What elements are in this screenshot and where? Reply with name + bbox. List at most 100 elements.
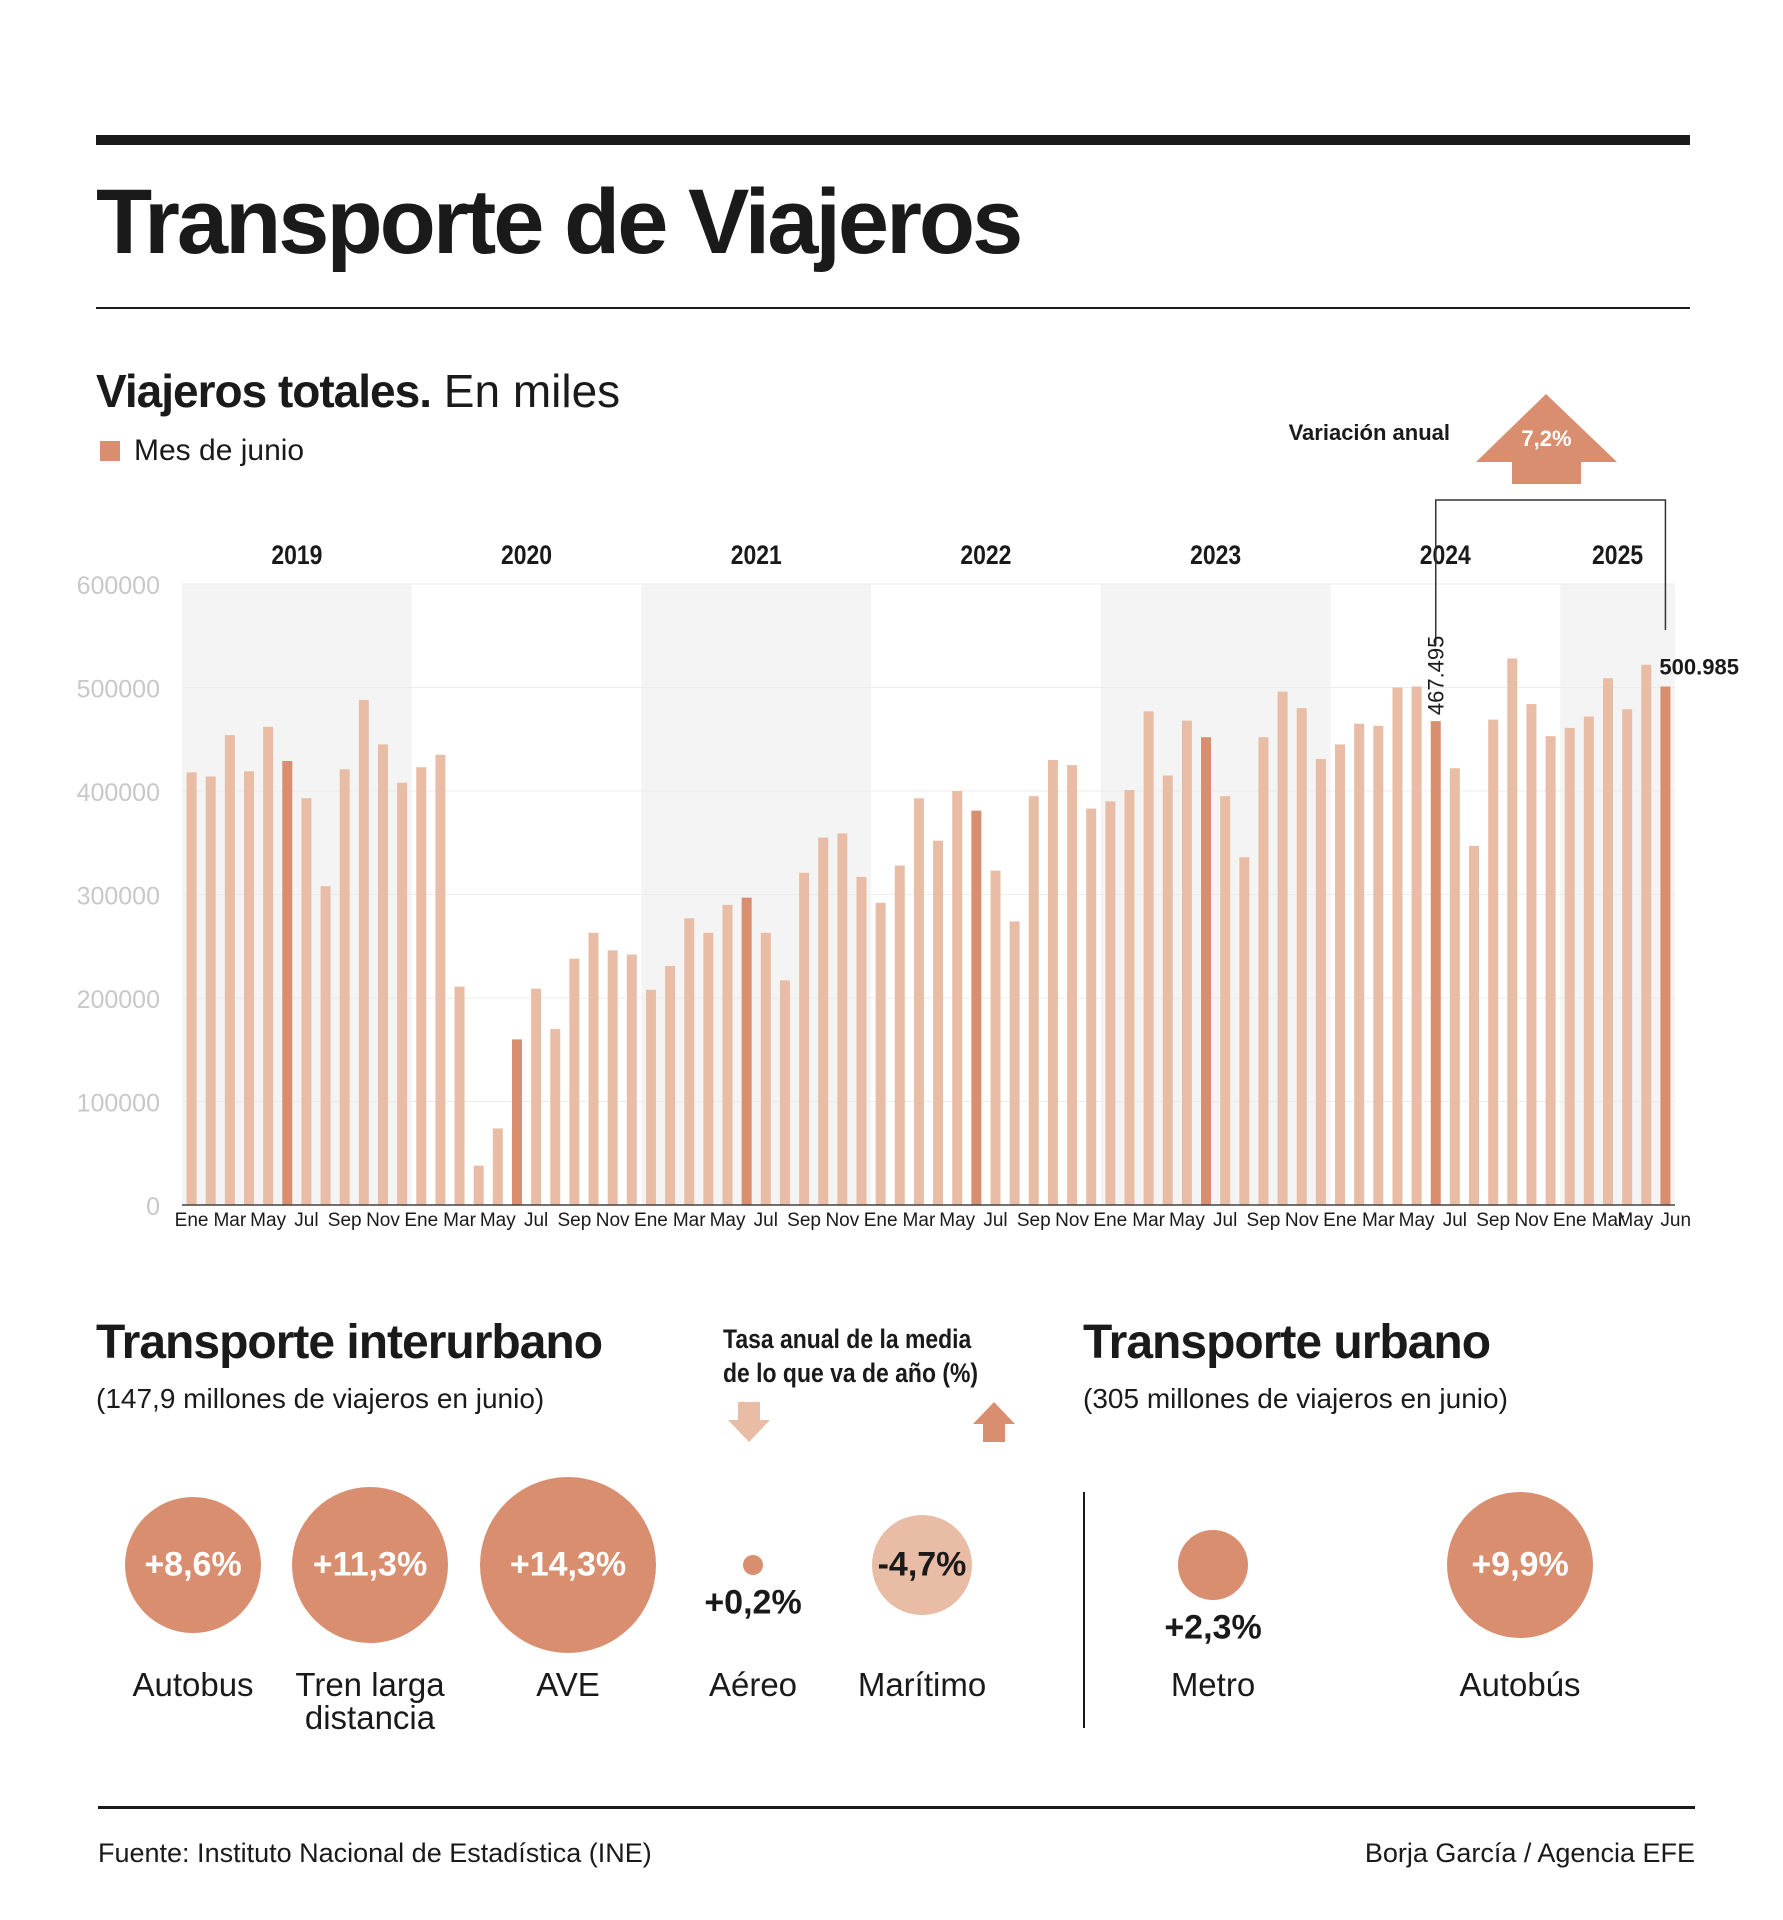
variation-value: 7,2% (1521, 426, 1572, 451)
chart-subtitle-bold: Viajeros totales. (96, 365, 432, 417)
interurbano-title: Transporte interurbano (96, 1316, 603, 1369)
bar-2021-Sep (799, 872, 810, 1205)
bar-2021-Jul (760, 932, 771, 1205)
bar-2023-Mar (1143, 711, 1154, 1205)
section-divider (1083, 1492, 1085, 1728)
bar-2024-Ago (1469, 845, 1480, 1205)
bar-2019-Nov (377, 744, 388, 1205)
x-tick-label: Jul (294, 1210, 318, 1231)
y-tick-label: 400000 (77, 779, 160, 807)
variation-label: Variación anual (1288, 420, 1450, 445)
bar-2019-May (263, 726, 274, 1205)
x-tick-label: Mar (443, 1210, 476, 1231)
x-tick-label: Sep (1247, 1210, 1281, 1231)
bar-2023-Jul (1220, 796, 1231, 1205)
bar-2025-Feb (1583, 716, 1594, 1205)
year-label-2022: 2022 (960, 540, 1011, 570)
bubble-aéreo (742, 1554, 764, 1576)
y-tick-label: 600000 (77, 572, 160, 600)
bubble-label: AVE (536, 1666, 600, 1703)
x-tick-label: Jul (1443, 1210, 1467, 1231)
bubble-tren-larga-distancia (291, 1486, 449, 1644)
bar-2020-Ene (416, 767, 427, 1205)
bar-2024-Jul (1449, 768, 1460, 1205)
x-tick-label: Mar (1362, 1210, 1395, 1231)
bar-2020-Oct (588, 932, 599, 1205)
title-rule (96, 307, 1690, 309)
footer-rule (98, 1806, 1695, 1809)
x-tick-label: Sep (787, 1210, 821, 1231)
bar-2024-Abr (1392, 687, 1403, 1205)
bar-2019-Ene (186, 772, 197, 1205)
bar-2025-May (1641, 664, 1652, 1205)
x-tick-label: Jul (1213, 1210, 1237, 1231)
bar-2021-Nov (837, 833, 848, 1205)
bar-2023-Sep (1258, 737, 1269, 1205)
bar-2021-Abr (703, 932, 714, 1205)
x-tick-label: Ene (1323, 1210, 1357, 1231)
legend-swatch (100, 441, 120, 461)
y-tick-label: 200000 (77, 986, 160, 1014)
bubble-value: +8,6% (144, 1545, 242, 1584)
bar-2023-Nov (1296, 708, 1307, 1205)
bar-2019-Sep (339, 769, 350, 1205)
x-tick-label: May (480, 1210, 516, 1231)
bar-chart: 0 100000 200000 300000 400000 500000 600000 Ene… (77, 499, 1739, 1231)
bar-2023-Abr (1162, 775, 1173, 1205)
bar-2019-Oct (358, 699, 369, 1205)
bubble-autobús (1446, 1491, 1594, 1639)
bar-2023-Ene (1105, 801, 1116, 1205)
y-tick-label: 0 (146, 1193, 160, 1221)
bar-2025-Abr (1622, 709, 1633, 1205)
bubble-marítimo (871, 1514, 973, 1616)
bar-2022-Oct (1047, 759, 1058, 1205)
x-tick-label: Nov (1515, 1210, 1549, 1231)
down-arrow-icon (728, 1402, 770, 1442)
bar-2022-Sep (1028, 796, 1039, 1205)
chart-subtitle: Viajeros totales. En miles (96, 364, 620, 418)
x-tick-label: Ene (404, 1210, 438, 1231)
bar-2021-Ago (779, 980, 790, 1205)
x-tick-label: Nov (1285, 1210, 1319, 1231)
x-tick-label: Nov (825, 1210, 859, 1231)
chart-subtitle-unit: En miles (443, 365, 621, 417)
year-label-2020: 2020 (501, 540, 552, 570)
bar-2024-Mar (1373, 725, 1384, 1205)
bar-2022-Feb (894, 865, 905, 1205)
x-tick-label: May (710, 1210, 746, 1231)
up-arrow-icon (973, 1402, 1015, 1442)
bar-2020-Nov (607, 950, 618, 1205)
bubble-value: +2,3% (1164, 1608, 1262, 1647)
x-tick-label: Sep (1017, 1210, 1051, 1231)
year-label-2021: 2021 (731, 540, 782, 570)
bar-2020-Sep (569, 958, 580, 1205)
bar-2024-Jun (1430, 721, 1441, 1205)
bar-2022-Dic (1086, 808, 1097, 1205)
x-tick-label: May (1617, 1210, 1653, 1231)
x-tick-label: May (1169, 1210, 1205, 1231)
bar-2019-Abr (243, 771, 254, 1205)
urbano-title: Transporte urbano (1083, 1316, 1491, 1369)
bar-2022-Ago (1009, 921, 1020, 1205)
bar-2022-Jul (990, 870, 1001, 1205)
bubble-label: Tren larga distancia (295, 1666, 445, 1736)
x-tick-label: Jul (983, 1210, 1007, 1231)
x-tick-label: Ene (1553, 1210, 1587, 1231)
annotation-june-2024: 467.495 (1424, 636, 1449, 716)
annotation-june-2025: 500.985 (1659, 654, 1739, 679)
x-tick-label: Ene (634, 1210, 668, 1231)
y-tick-label: 100000 (77, 1090, 160, 1118)
bar-2022-May (952, 791, 963, 1205)
interurbano-subtitle: (147,9 millones de viajeros en junio) (96, 1383, 545, 1414)
bar-2019-Dic (397, 782, 408, 1205)
bubble-value: +14,3% (509, 1545, 627, 1584)
bar-2019-Mar (224, 735, 235, 1205)
bar-2025-Mar (1603, 678, 1614, 1205)
bar-2020-Mar (454, 986, 465, 1205)
x-tick-label: Nov (366, 1210, 400, 1231)
x-tick-label: Mar (213, 1210, 246, 1231)
bubble-value: +9,9% (1471, 1545, 1569, 1584)
tasa-line-2: de lo que va de año (%) (723, 1358, 979, 1388)
bubble-value: +0,2% (704, 1583, 802, 1622)
bar-2024-Dic (1545, 736, 1556, 1205)
